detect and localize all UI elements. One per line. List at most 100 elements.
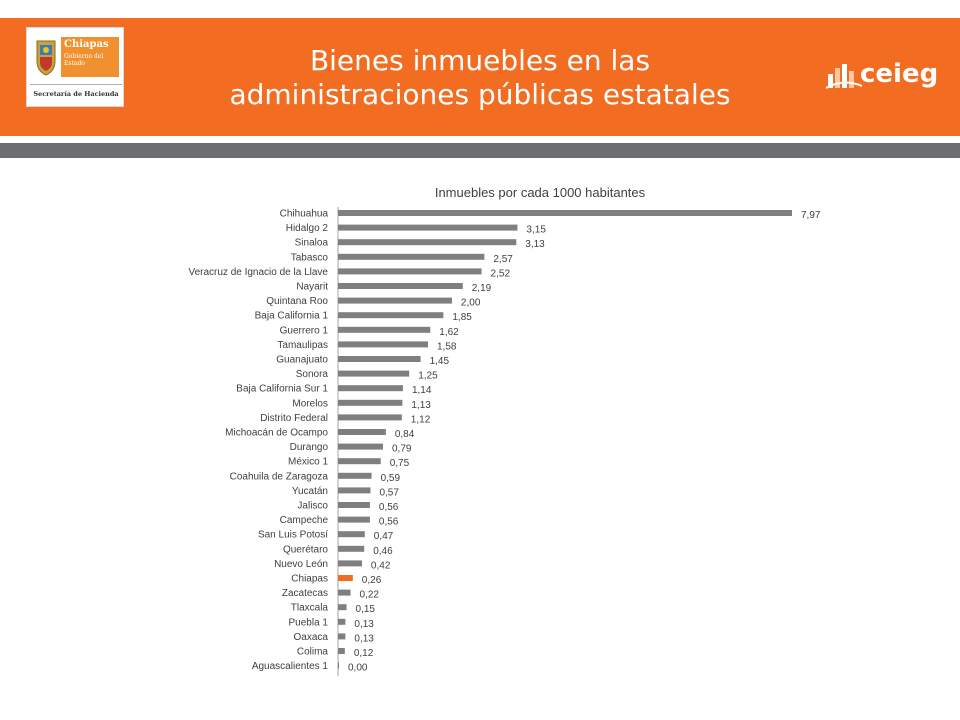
category-label-guanajuato: Guanajuato xyxy=(276,355,328,366)
page-title: Bienes inmuebles en las administraciones… xyxy=(180,44,780,112)
category-label-durango: Durango xyxy=(290,442,329,453)
page-title-line-1: Bienes inmuebles en las xyxy=(309,44,651,77)
category-label-jalisco: Jalisco xyxy=(297,501,328,512)
category-label-sonora: Sonora xyxy=(296,369,329,380)
value-label-yucatan: 0,57 xyxy=(379,487,399,498)
category-label-aguascalientes-1: Aguascalientes 1 xyxy=(252,661,329,672)
header-banner xyxy=(0,18,960,136)
value-label-guerrero-1: 1,62 xyxy=(439,327,459,338)
bar-nayarit xyxy=(338,283,463,289)
value-label-puebla-1: 0,13 xyxy=(354,619,374,630)
header-divider-bar xyxy=(0,143,960,158)
value-label-aguascalientes-1: 0,00 xyxy=(348,663,368,674)
bar-mexico-1 xyxy=(338,458,381,465)
value-label-durango: 0,79 xyxy=(392,444,412,455)
value-label-nuevo-leon: 0,42 xyxy=(371,560,391,571)
value-label-guanajuato: 1,45 xyxy=(430,356,450,367)
value-label-veracruz-de-ignacio-de-la-llave: 2,52 xyxy=(491,268,511,279)
category-label-queretaro: Querétaro xyxy=(283,544,328,555)
logo-subtitle: Gobierno del Estado xyxy=(64,53,104,67)
value-label-chiapas: 0,26 xyxy=(362,575,382,586)
bar-baja-california-sur-1 xyxy=(338,385,403,392)
chiapas-government-logo: Chiapas Gobierno del Estado Secretaría d… xyxy=(26,27,124,107)
category-label-chiapas: Chiapas xyxy=(291,574,328,585)
category-label-sinaloa: Sinaloa xyxy=(295,238,329,249)
category-label-chihuahua: Chihuahua xyxy=(280,209,329,220)
logo-department: Secretaría de Hacienda xyxy=(30,84,122,99)
value-label-mexico-1: 0,75 xyxy=(390,458,410,469)
category-label-distrito-federal: Distrito Federal xyxy=(260,413,328,424)
category-label-morelos: Morelos xyxy=(292,398,328,409)
value-label-sonora: 1,25 xyxy=(418,371,438,382)
value-label-jalisco: 0,56 xyxy=(379,502,399,513)
value-label-tabasco: 2,57 xyxy=(493,254,513,265)
value-label-hidalgo-2: 3,15 xyxy=(526,225,546,236)
value-label-zacatecas: 0,22 xyxy=(360,590,380,601)
bar-tabasco xyxy=(338,253,485,260)
state-shield-icon xyxy=(36,40,56,76)
category-label-baja-california-sur-1: Baja California Sur 1 xyxy=(236,384,328,395)
bar-tamaulipas xyxy=(338,341,429,348)
bar-tlaxcala xyxy=(338,604,347,611)
bar-guanajuato xyxy=(338,356,421,362)
bar-sonora xyxy=(338,370,410,377)
value-label-tlaxcala: 0,15 xyxy=(356,604,376,615)
bar-san-luis-potosi xyxy=(338,531,365,538)
value-label-baja-california-1: 1,85 xyxy=(452,312,472,323)
bar-quintana-roo xyxy=(338,297,452,304)
bar-hidalgo-2 xyxy=(338,224,518,231)
chart-title: Inmuebles por cada 1000 habitantes xyxy=(434,185,646,200)
category-label-hidalgo-2: Hidalgo 2 xyxy=(286,223,329,234)
category-label-campeche: Campeche xyxy=(280,515,329,526)
category-label-coahuila-de-zaragoza: Coahuila de Zaragoza xyxy=(230,471,329,482)
category-label-zacatecas: Zacatecas xyxy=(282,588,328,599)
bar-jalisco xyxy=(338,502,370,508)
value-label-campeche: 0,56 xyxy=(379,517,399,528)
category-label-yucatan: Yucatán xyxy=(292,486,328,497)
page-title-line-2: administraciones públicas estatales xyxy=(229,78,731,111)
category-label-mexico-1: México 1 xyxy=(288,457,328,468)
logo-name-box: Chiapas Gobierno del Estado xyxy=(61,37,119,77)
category-label-nayarit: Nayarit xyxy=(296,282,328,293)
category-label-guerrero-1: Guerrero 1 xyxy=(280,325,329,336)
bar-morelos xyxy=(338,399,403,406)
bar-chart: Inmuebles por cada 1000 habitantes Chihu… xyxy=(0,175,960,685)
value-label-quintana-roo: 2,00 xyxy=(461,298,481,309)
ceieg-logo: ceieg xyxy=(826,59,939,94)
bar-oaxaca xyxy=(338,633,346,640)
bar-yucatan xyxy=(338,487,371,494)
bar-distrito-federal xyxy=(338,414,402,421)
value-label-chihuahua: 7,97 xyxy=(801,210,821,221)
bar-guerrero-1 xyxy=(338,326,431,333)
category-label-baja-california-1: Baja California 1 xyxy=(255,311,329,322)
category-label-tlaxcala: Tlaxcala xyxy=(291,603,329,614)
value-label-oaxaca: 0,13 xyxy=(354,633,374,644)
bar-puebla-1 xyxy=(338,618,346,625)
value-label-queretaro: 0,46 xyxy=(373,546,393,557)
value-label-morelos: 1,13 xyxy=(411,400,431,411)
bar-zacatecas xyxy=(338,589,351,596)
bar-baja-california-1 xyxy=(338,312,444,319)
value-label-colima: 0,12 xyxy=(354,648,374,659)
bar-chihuahua xyxy=(338,210,792,216)
ceieg-logo-text: ceieg xyxy=(860,59,939,89)
bar-veracruz-de-ignacio-de-la-llave xyxy=(338,268,482,275)
value-label-tamaulipas: 1,58 xyxy=(437,341,457,352)
category-label-puebla-1: Puebla 1 xyxy=(289,617,329,628)
value-label-nayarit: 2,19 xyxy=(472,283,492,294)
chart-plot: Chihuahua 7,97 Hidalgo 2 3,15 Sinaloa 3,13 Tab… xyxy=(188,207,821,677)
category-label-oaxaca: Oaxaca xyxy=(294,632,329,643)
logo-name: Chiapas xyxy=(64,39,109,50)
bar-queretaro xyxy=(338,545,365,552)
bar-durango xyxy=(338,443,384,450)
category-label-veracruz-de-ignacio-de-la-llave: Veracruz de Ignacio de la Llave xyxy=(188,267,328,278)
value-label-baja-california-sur-1: 1,14 xyxy=(412,385,432,396)
value-label-michoacan-de-ocampo: 0,84 xyxy=(395,429,415,440)
value-label-sinaloa: 3,13 xyxy=(525,239,545,250)
category-label-san-luis-potosi: San Luis Potosí xyxy=(258,530,328,541)
bar-coahuila-de-zaragoza xyxy=(338,472,372,479)
category-label-michoacan-de-ocampo: Michoacán de Ocampo xyxy=(225,428,328,439)
category-label-tamaulipas: Tamaulipas xyxy=(277,340,328,351)
bar-nuevo-leon xyxy=(338,560,362,567)
value-label-coahuila-de-zaragoza: 0,59 xyxy=(381,473,401,484)
